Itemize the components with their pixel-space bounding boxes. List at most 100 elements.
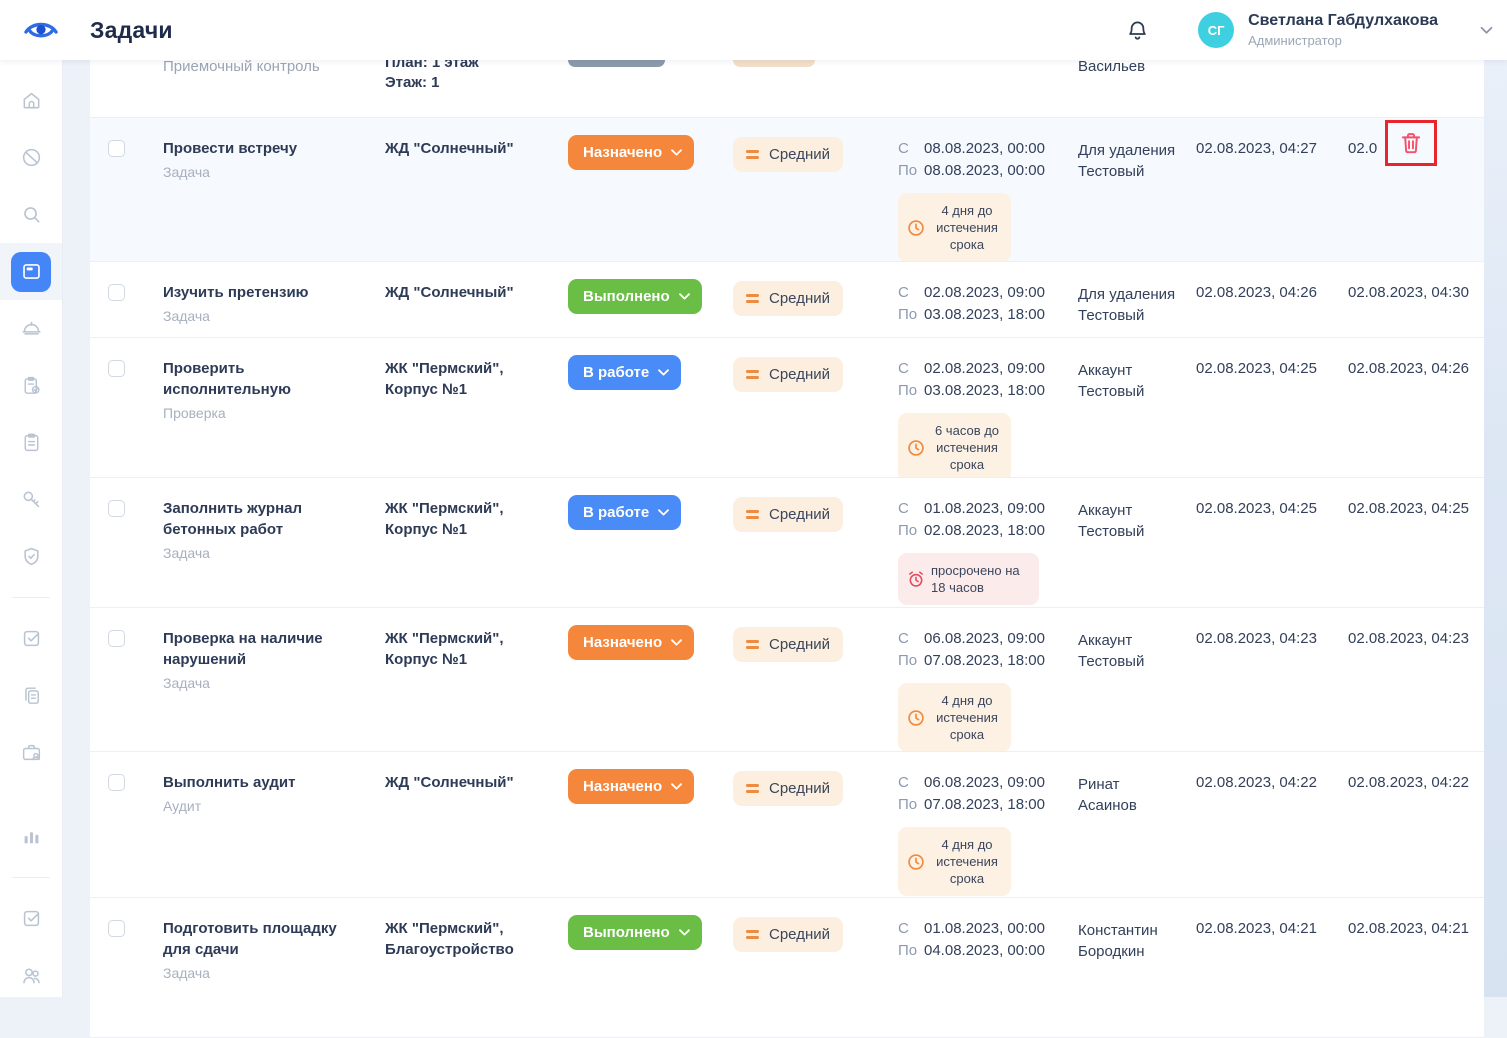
table-row[interactable]: Подготовить площадку для сдачи Задача ЖК… <box>90 898 1484 1038</box>
updated-cell: 02.08.2023, 04:25 <box>1348 478 1484 607</box>
created-cell: 02.08.2023, 04:27 <box>1196 118 1348 262</box>
table-row[interactable]: Изучить претензию Задача ЖД "Солнечный" … <box>90 262 1484 338</box>
status-button[interactable]: Выполнено <box>568 279 702 314</box>
sidebar-item-ban[interactable] <box>0 129 62 186</box>
priority-badge[interactable]: Средний <box>733 281 843 316</box>
status-button[interactable]: Назначено <box>568 135 694 170</box>
assignee-cell: Аккаунт Тестовый <box>1078 338 1196 478</box>
updated-cell <box>1348 60 1484 117</box>
status-button[interactable]: Выполнено <box>568 915 702 950</box>
sidebar-item-search[interactable] <box>0 186 62 243</box>
status-button[interactable] <box>568 60 665 67</box>
checkbox-cell <box>90 478 163 607</box>
dates-cell <box>898 60 1078 117</box>
updated-cell: 02.0 <box>1348 118 1484 262</box>
row-checkbox[interactable] <box>108 284 125 301</box>
title-cell: Изучить претензию Задача <box>163 262 385 337</box>
top-bar: Задачи СГ Светлана Габдулхакова Админист… <box>0 0 1507 60</box>
updated-cell: 02.08.2023, 04:21 <box>1348 898 1484 1037</box>
user-avatar[interactable]: СГ <box>1198 12 1234 48</box>
priority-badge[interactable]: Средний <box>733 137 843 172</box>
notifications-bell-icon[interactable] <box>1125 18 1150 43</box>
briefcase-user-icon <box>20 741 43 764</box>
sidebar-item-tasks[interactable] <box>0 243 62 300</box>
row-checkbox[interactable] <box>108 920 125 937</box>
updated-date: 02.08.2023, 04:23 <box>1348 630 1469 647</box>
sidebar-item-home[interactable] <box>0 72 62 129</box>
priority-badge[interactable]: Средний <box>733 771 843 806</box>
priority-label: Средний <box>769 780 830 797</box>
priority-badge[interactable]: Средний <box>733 917 843 952</box>
status-button[interactable]: В работе <box>568 495 681 530</box>
sidebar-item-users[interactable] <box>0 947 62 1004</box>
copy-icon <box>20 684 43 707</box>
priority-cell: Средний <box>733 478 898 607</box>
row-checkbox[interactable] <box>108 500 125 517</box>
app-logo-eye-icon[interactable] <box>22 16 60 44</box>
updated-cell: 02.08.2023, 04:22 <box>1348 752 1484 897</box>
priority-badge[interactable]: Средний <box>733 357 843 392</box>
status-cell: Назначено <box>568 752 733 897</box>
task-title: Изучить претензию <box>163 282 363 303</box>
status-button[interactable]: Назначено <box>568 625 694 660</box>
status-button[interactable]: Назначено <box>568 769 694 804</box>
chevron-down-icon[interactable] <box>1480 26 1493 35</box>
user-menu[interactable]: Светлана Габдулхакова Администратор <box>1248 12 1438 48</box>
status-button[interactable]: В работе <box>568 355 681 390</box>
sidebar-item-shield[interactable] <box>0 528 62 585</box>
task-object: ЖК "Пермский", Благоустройство <box>385 918 517 960</box>
sidebar-item-briefcase-user[interactable] <box>0 724 62 781</box>
task-object: ЖД "Солнечный" <box>385 772 517 793</box>
task-assignee: Ринат Асаинов <box>1078 774 1182 816</box>
table-row[interactable]: Проверка на наличие нарушений Задача ЖК … <box>90 608 1484 752</box>
scrollbar[interactable] <box>1484 60 1507 997</box>
created-date: 02.08.2023, 04:22 <box>1196 774 1317 791</box>
clock-icon <box>906 708 926 728</box>
priority-badge[interactable]: Средний <box>733 627 843 662</box>
updated-cell: 02.08.2023, 04:23 <box>1348 608 1484 752</box>
row-checkbox[interactable] <box>108 140 125 157</box>
table-row[interactable]: Выполнить аудит Аудит ЖД "Солнечный" Наз… <box>90 752 1484 898</box>
delete-trash-icon[interactable] <box>1398 130 1424 156</box>
sidebar-item-clipboard[interactable] <box>0 414 62 471</box>
task-type: Аудит <box>163 797 385 815</box>
chevron-down-icon <box>671 783 682 790</box>
sidebar-item-checklist[interactable] <box>0 610 62 667</box>
updated-date: 02.08.2023, 04:30 <box>1348 284 1469 301</box>
table-row[interactable]: Провести встречу Задача ЖД "Солнечный" Н… <box>90 118 1484 262</box>
status-label: В работе <box>583 364 649 381</box>
row-checkbox[interactable] <box>108 360 125 377</box>
sidebar-item-copy[interactable] <box>0 667 62 724</box>
row-checkbox[interactable] <box>108 774 125 791</box>
table-row[interactable]: Проверить исполнительную Проверка ЖК "Пе… <box>90 338 1484 478</box>
task-type: Приемочный контроль <box>163 60 385 75</box>
updated-cell: 02.08.2023, 04:30 <box>1348 262 1484 337</box>
sidebar-item-checklist-2[interactable] <box>0 890 62 947</box>
task-assignee: Константин Бородкин <box>1078 920 1182 962</box>
deadline-badge: 6 часов до истечения срока <box>898 413 1011 478</box>
table-row[interactable]: Заполнить журнал бетонных работ Задача Ж… <box>90 478 1484 608</box>
priority-cell: Средний <box>733 752 898 897</box>
deadline-text: 6 часов до истечения срока <box>931 422 1003 473</box>
task-table: Приемочный контроль План: 1 этаж Этаж: 1… <box>90 60 1484 1038</box>
row-checkbox[interactable] <box>108 630 125 647</box>
sidebar-item-inspection[interactable] <box>0 357 62 414</box>
sidebar-item-bar-chart[interactable] <box>0 808 62 865</box>
sidebar-item-key[interactable] <box>0 471 62 528</box>
task-title: Провести встречу <box>163 138 363 159</box>
checkbox-cell <box>90 608 163 752</box>
task-type: Задача <box>163 163 385 181</box>
priority-cell: Средний <box>733 338 898 478</box>
sidebar-item-helmet[interactable] <box>0 300 62 357</box>
table-row[interactable]: Приемочный контроль План: 1 этаж Этаж: 1… <box>90 60 1484 118</box>
task-assignee: Аккаунт Тестовый <box>1078 630 1182 672</box>
created-cell: 02.08.2023, 04:25 <box>1196 478 1348 607</box>
object-cell: ЖД "Солнечный" <box>385 118 568 262</box>
chevron-down-icon <box>679 929 690 936</box>
priority-badge[interactable]: Средний <box>733 497 843 532</box>
priority-badge <box>733 60 815 67</box>
updated-date: 02.08.2023, 04:25 <box>1348 500 1469 517</box>
